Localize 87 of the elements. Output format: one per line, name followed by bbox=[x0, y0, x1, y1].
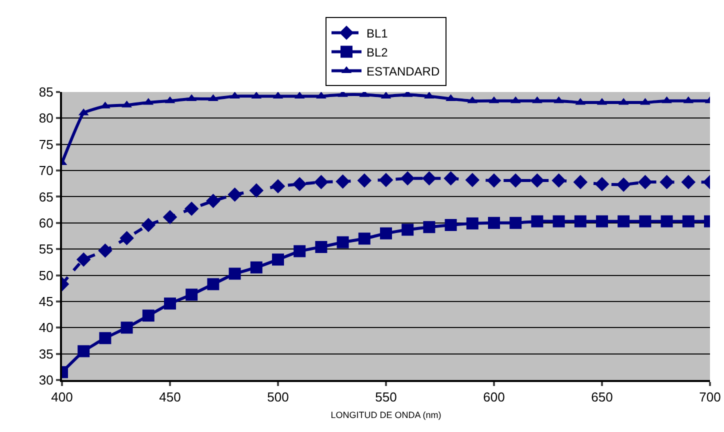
point bbox=[336, 174, 350, 189]
y-tick-label: 30 bbox=[38, 372, 54, 388]
point bbox=[228, 187, 242, 202]
point bbox=[78, 345, 90, 358]
point bbox=[639, 215, 652, 228]
legend-label: BL2 bbox=[366, 45, 388, 60]
y-tick-label: 65 bbox=[38, 189, 54, 204]
point bbox=[681, 174, 696, 190]
point bbox=[422, 171, 436, 186]
x-tick-label: 450 bbox=[159, 390, 181, 405]
y-tick-label: 85 bbox=[38, 84, 54, 100]
point bbox=[618, 215, 630, 228]
point bbox=[250, 261, 262, 274]
point bbox=[682, 215, 694, 228]
point bbox=[508, 173, 523, 188]
point bbox=[208, 94, 218, 102]
legend-label: ESTANDARD bbox=[366, 64, 440, 78]
point bbox=[249, 183, 264, 198]
point bbox=[616, 178, 631, 192]
point bbox=[531, 215, 544, 228]
point bbox=[186, 288, 198, 301]
point bbox=[466, 217, 478, 230]
point bbox=[162, 210, 178, 224]
x-tick-label: 700 bbox=[699, 390, 721, 405]
point bbox=[660, 215, 673, 228]
point bbox=[378, 172, 394, 188]
point bbox=[465, 172, 480, 188]
point bbox=[423, 221, 436, 234]
y-tick-label: 35 bbox=[38, 346, 54, 362]
point bbox=[380, 227, 392, 240]
x-tick-label: 400 bbox=[51, 390, 73, 405]
x-tick-label: 550 bbox=[375, 390, 397, 405]
x-tick-label: 500 bbox=[267, 390, 289, 405]
point bbox=[660, 174, 674, 190]
point bbox=[98, 244, 112, 258]
point bbox=[662, 96, 672, 104]
point bbox=[315, 241, 328, 253]
point bbox=[552, 173, 566, 188]
point bbox=[270, 179, 286, 194]
point bbox=[573, 174, 588, 190]
point bbox=[206, 194, 220, 208]
y-tick-label: 50 bbox=[38, 268, 54, 283]
point bbox=[444, 171, 458, 186]
y-tick-label: 55 bbox=[38, 242, 54, 257]
point bbox=[141, 218, 156, 232]
point bbox=[638, 174, 652, 190]
point bbox=[336, 236, 349, 248]
x-tick-label: 600 bbox=[483, 390, 505, 405]
point bbox=[552, 215, 565, 228]
point bbox=[488, 216, 500, 229]
point bbox=[596, 215, 608, 228]
y-tick-label: 40 bbox=[38, 320, 54, 336]
point bbox=[99, 332, 112, 344]
y-tick-label: 45 bbox=[38, 294, 54, 309]
y-tick-label: 70 bbox=[38, 163, 54, 178]
point bbox=[292, 177, 307, 192]
point bbox=[228, 268, 241, 280]
point bbox=[358, 232, 370, 245]
point bbox=[486, 173, 502, 188]
x-axis-title: LONGITUD DE ONDA (nm) bbox=[330, 410, 442, 420]
point bbox=[120, 322, 133, 334]
legend-label: BL1 bbox=[366, 26, 388, 40]
point bbox=[272, 254, 284, 266]
point bbox=[357, 173, 372, 188]
point bbox=[120, 230, 134, 246]
point bbox=[640, 98, 650, 105]
point bbox=[402, 224, 414, 236]
point bbox=[184, 202, 199, 216]
point bbox=[207, 278, 220, 290]
point bbox=[554, 96, 564, 104]
x-tick-label: 650 bbox=[591, 390, 613, 405]
point bbox=[594, 177, 610, 192]
point bbox=[400, 171, 415, 186]
point bbox=[164, 298, 176, 310]
y-tick-label: 60 bbox=[38, 215, 54, 230]
point bbox=[76, 252, 91, 267]
point bbox=[294, 245, 306, 258]
point bbox=[530, 173, 544, 188]
point bbox=[532, 96, 542, 104]
point bbox=[444, 219, 457, 231]
point bbox=[574, 215, 586, 228]
y-tick-label: 80 bbox=[38, 110, 54, 126]
point bbox=[142, 310, 154, 322]
point bbox=[446, 94, 456, 102]
point bbox=[314, 174, 328, 190]
point bbox=[510, 216, 522, 229]
y-tick-label: 75 bbox=[38, 136, 54, 152]
